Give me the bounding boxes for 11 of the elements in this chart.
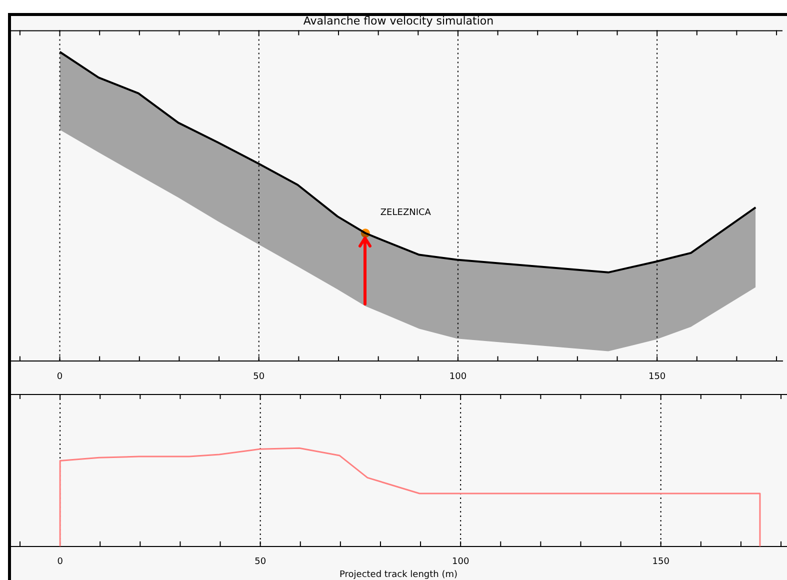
x-tick-label: 100: [452, 557, 470, 568]
x-tick-label: 150: [652, 557, 670, 568]
x-tick-label: 50: [253, 372, 265, 382]
x-tick-label: 150: [648, 372, 666, 382]
x-axis-title: Projected track length (m): [339, 570, 458, 580]
chart-title: Avalanche flow velocity simulation: [303, 14, 494, 28]
x-tick-label: 100: [449, 372, 467, 382]
annotation: ZELEZNICA: [380, 208, 432, 218]
x-tick-label: 50: [254, 557, 266, 568]
x-tick-label: 0: [57, 557, 64, 568]
x-tick-label: 0: [56, 372, 63, 382]
